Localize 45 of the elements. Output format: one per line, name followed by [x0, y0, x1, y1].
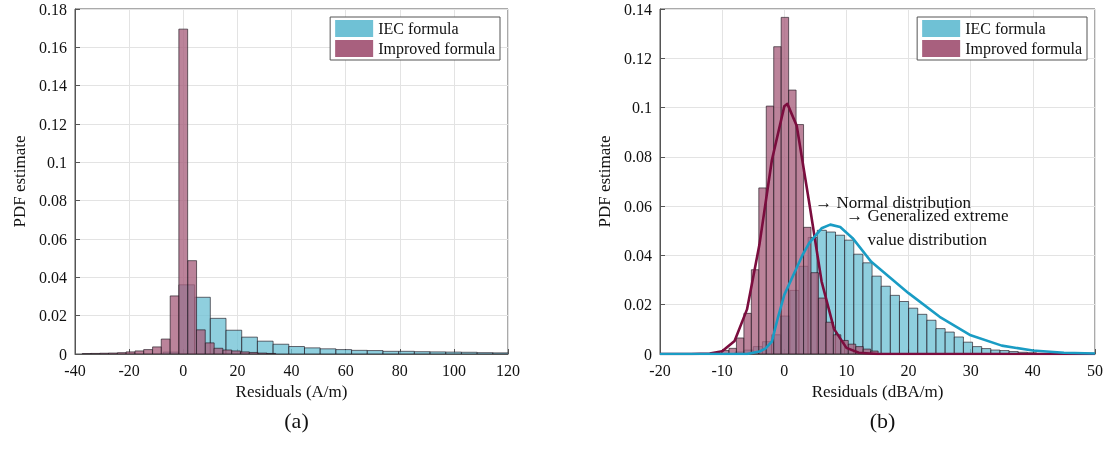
y-axis-title: PDF estimate [10, 135, 30, 228]
x-axis-title: Residuals (dBA/m) [811, 381, 944, 401]
x-tick-label: -20 [118, 361, 140, 379]
x-tick-label: 0 [780, 361, 789, 379]
y-tick-label: 0 [644, 345, 652, 363]
text: (b) [869, 407, 896, 433]
x-tick-label: 60 [337, 361, 354, 379]
x-tick-label: -10 [711, 361, 733, 379]
y-tick-label: 0.06 [39, 230, 67, 248]
x-tick-label: 0 [179, 361, 188, 379]
x-tick-label: 40 [283, 361, 300, 379]
y-tick-label: 0.14 [624, 0, 652, 18]
legend-label: IEC formula [965, 20, 1046, 37]
y-tick-label: 0.02 [624, 296, 652, 314]
y-tick-label: 0.1 [47, 153, 67, 171]
x-tick-label: -40 [64, 361, 86, 379]
y-tick-label: 0.06 [624, 197, 652, 215]
x-tick-label: 20 [229, 361, 246, 379]
x-tick-label: 80 [391, 361, 408, 379]
x-tick-label: 50 [1087, 361, 1103, 379]
y-tick-label: 0.18 [39, 0, 67, 18]
x-tick-label: 10 [838, 361, 855, 379]
x-axis-title: Residuals (A/m) [235, 381, 348, 401]
legend-label: IEC formula [378, 20, 459, 37]
y-tick-label: 0.04 [39, 268, 67, 286]
y-tick-label: 0.12 [624, 49, 652, 67]
y-tick-label: 0.16 [39, 38, 67, 56]
legend-label: Improved formula [965, 40, 1083, 58]
y-tick-label: 0.02 [39, 307, 67, 325]
y-tick-label: 0.12 [39, 115, 67, 133]
y-axis-title: PDF estimate [595, 135, 615, 228]
y-tick-label: 0.1 [632, 99, 652, 117]
x-tick-label: 20 [900, 361, 917, 379]
y-tick-label: 0 [59, 345, 67, 363]
y-tick-label: 0.14 [39, 77, 67, 95]
y-tick-label: 0.08 [39, 192, 67, 210]
x-tick-label: -20 [649, 361, 671, 379]
x-tick-label: 40 [1024, 361, 1041, 379]
x-tick-label: 100 [441, 361, 466, 379]
legend-label: Improved formula [378, 40, 496, 58]
y-tick-label: 0.08 [624, 148, 652, 166]
text: (a) [284, 407, 309, 433]
x-tick-label: 120 [496, 361, 520, 379]
x-tick-label: 30 [962, 361, 979, 379]
y-tick-label: 0.04 [624, 246, 652, 264]
